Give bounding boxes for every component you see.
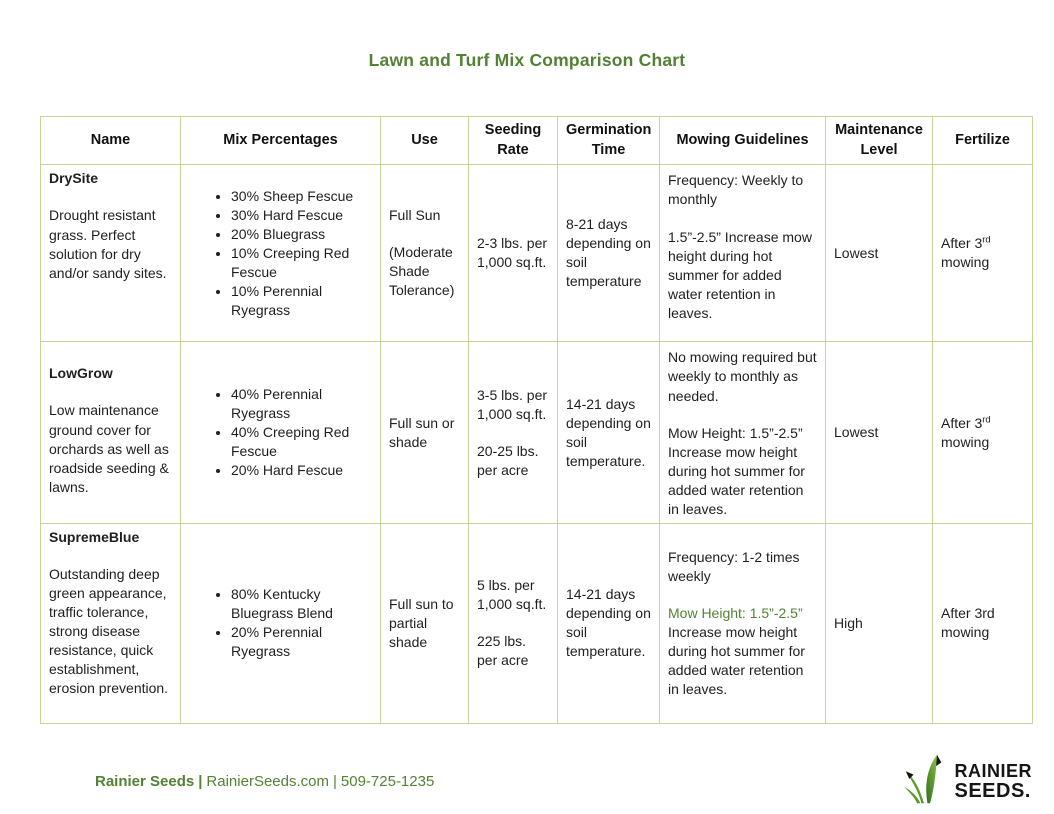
fertilize-text: After 3rd mowing	[941, 413, 991, 450]
cell-mix-percentages: 40% Perennial Ryegrass 40% Creeping Red …	[180, 341, 381, 524]
seeding-rate-text: 225 lbs. per acre	[477, 633, 529, 669]
rainier-seeds-logo: RAINIER SEEDS.	[898, 750, 1032, 813]
cell-maintenance-level: Lowest	[825, 164, 933, 343]
cell-seeding-rate: 5 lbs. per 1,000 sq.ft. 225 lbs. per acr…	[468, 522, 558, 724]
mowing-text: Mow Height: 1.5”-2.5” Increase mow heigh…	[668, 424, 805, 517]
cell-name: SupremeBlue Outstanding deep green appea…	[40, 522, 181, 724]
cell-mix-percentages: 30% Sheep Fescue 30% Hard Fescue 20% Blu…	[180, 164, 381, 343]
mix-list: 80% Kentucky Bluegrass Blend 20% Perenni…	[189, 585, 372, 661]
cell-mix-percentages: 80% Kentucky Bluegrass Blend 20% Perenni…	[180, 522, 381, 724]
ordinal-superscript: rd	[982, 413, 991, 425]
mowing-text: 1.5”-2.5” Increase mow height during hot…	[668, 228, 812, 321]
fertilize-text: After 3rd mowing	[941, 234, 991, 271]
product-name: SupremeBlue	[49, 528, 140, 545]
footer-separator: |	[332, 772, 337, 790]
col-header-seeding-rate: Seeding Rate	[468, 115, 558, 166]
cell-name: DrySite Drought resistant grass. Perfect…	[40, 164, 181, 343]
mix-item: 40% Creeping Red Fescue	[231, 423, 372, 461]
use-text: Full sun or shade	[389, 414, 455, 450]
seeding-rate-text: 5 lbs. per 1,000 sq.ft.	[477, 577, 547, 613]
use-text: (Moderate Shade Tolerance)	[389, 244, 455, 299]
cell-mowing-guidelines: No mowing required but weekly to monthly…	[659, 341, 826, 524]
table-header-row: Name Mix Percentages Use Seeding Rate Ge…	[40, 115, 1033, 166]
cell-use: Full Sun (Moderate Shade Tolerance)	[380, 164, 469, 343]
seeding-rate-text: 20-25 lbs. per acre	[477, 442, 539, 478]
maintenance-text: High	[834, 614, 863, 631]
table-row-lowgrow: LowGrow Low maintenance ground cover for…	[40, 341, 1033, 524]
maintenance-text: Lowest	[834, 424, 879, 441]
cell-mowing-guidelines: Frequency: 1-2 times weekly Mow Height: …	[659, 522, 826, 724]
cell-maintenance-level: High	[825, 522, 933, 724]
seeding-rate-text: 3-5 lbs. per 1,000 sq.ft.	[477, 386, 548, 422]
fertilize-text: After 3rd mowing	[941, 605, 995, 641]
mix-item: 40% Perennial Ryegrass	[231, 385, 372, 423]
mix-item: 30% Sheep Fescue	[231, 187, 372, 206]
product-name: LowGrow	[49, 365, 113, 382]
mow-height-highlight: Mow Height: 1.5”-2.5”	[668, 604, 803, 621]
footer-separator: |	[198, 772, 203, 790]
mowing-text: Mow Height: 1.5”-2.5” Increase mow heigh…	[668, 604, 805, 697]
footer-brand: Rainier Seeds	[95, 772, 195, 790]
footer-phone: 509-725-1235	[340, 772, 435, 790]
mix-item: 80% Kentucky Bluegrass Blend	[231, 585, 372, 623]
germination-text: 8-21 days depending on soil temperature	[566, 216, 651, 290]
cell-fertilize: After 3rd mowing	[932, 341, 1033, 524]
cell-maintenance-level: Lowest	[825, 341, 933, 524]
cell-fertilize: After 3rd mowing	[932, 164, 1033, 343]
mix-item: 30% Hard Fescue	[231, 206, 372, 225]
cell-mowing-guidelines: Frequency: Weekly to monthly 1.5”-2.5” I…	[659, 164, 826, 343]
cell-fertilize: After 3rd mowing	[932, 522, 1033, 724]
table-row-drysite: DrySite Drought resistant grass. Perfect…	[40, 164, 1033, 343]
mowing-text: No mowing required but weekly to monthly…	[668, 349, 817, 404]
mix-item: 20% Bluegrass	[231, 225, 372, 244]
product-description: Drought resistant grass. Perfect solutio…	[49, 207, 167, 281]
comparison-table: Name Mix Percentages Use Seeding Rate Ge…	[40, 115, 1033, 724]
product-description: Low maintenance ground cover for orchard…	[49, 402, 169, 495]
germination-text: 14-21 days depending on soil temperature…	[566, 586, 651, 660]
mix-item: 20% Perennial Ryegrass	[231, 623, 372, 661]
cell-seeding-rate: 2-3 lbs. per 1,000 sq.ft.	[468, 164, 558, 343]
table-row-supremeblue: SupremeBlue Outstanding deep green appea…	[40, 522, 1033, 724]
cell-germination-time: 8-21 days depending on soil temperature	[557, 164, 660, 343]
col-header-name: Name	[40, 115, 181, 166]
product-name: DrySite	[49, 170, 99, 187]
maintenance-text: Lowest	[834, 244, 879, 261]
col-header-mix-percentages: Mix Percentages	[180, 115, 381, 166]
footer-website: RainierSeeds.com	[206, 772, 329, 790]
page-footer: Rainier Seeds | RainierSeeds.com | 509-725-1…	[0, 750, 1054, 813]
cell-use: Full sun to partial shade	[380, 522, 469, 724]
product-description: Outstanding deep green appearance, traff…	[49, 565, 169, 696]
col-header-germination-time: Germination Time	[557, 115, 660, 166]
col-header-fertilize: Fertilize	[932, 115, 1033, 166]
cell-name: LowGrow Low maintenance ground cover for…	[40, 341, 181, 524]
use-text: Full sun to partial shade	[389, 595, 454, 650]
cell-germination-time: 14-21 days depending on soil temperature…	[557, 522, 660, 724]
use-text: Full Sun	[389, 207, 441, 224]
seeding-rate-text: 2-3 lbs. per 1,000 sq.ft.	[477, 235, 548, 271]
cell-use: Full sun or shade	[380, 341, 469, 524]
logo-text-rainier: RAINIER	[954, 760, 1032, 781]
ordinal-superscript: rd	[982, 234, 991, 246]
page-title: Lawn and Turf Mix Comparison Chart	[368, 50, 686, 70]
mowing-text: Frequency: 1-2 times weekly	[668, 548, 800, 584]
footer-contact-line: Rainier Seeds | RainierSeeds.com | 509-725-1…	[95, 773, 434, 790]
mix-list: 30% Sheep Fescue 30% Hard Fescue 20% Blu…	[189, 187, 372, 320]
col-header-mowing-guidelines: Mowing Guidelines	[659, 115, 826, 166]
col-header-maintenance-level: Maintenance Level	[825, 115, 933, 166]
mowing-text: Frequency: Weekly to monthly	[668, 172, 804, 208]
grass-leaf-icon	[898, 750, 950, 813]
logo-wordmark: RAINIER SEEDS.	[954, 762, 1032, 801]
mix-item: 10% Creeping Red Fescue	[231, 244, 372, 282]
logo-text-seeds: SEEDS.	[954, 779, 1031, 802]
col-header-use: Use	[380, 115, 469, 166]
mix-list: 40% Perennial Ryegrass 40% Creeping Red …	[189, 385, 372, 480]
cell-germination-time: 14-21 days depending on soil temperature…	[557, 341, 660, 524]
cell-seeding-rate: 3-5 lbs. per 1,000 sq.ft. 20-25 lbs. per…	[468, 341, 558, 524]
germination-text: 14-21 days depending on soil temperature…	[566, 395, 651, 469]
mix-item: 10% Perennial Ryegrass	[231, 282, 372, 320]
mix-item: 20% Hard Fescue	[231, 461, 372, 480]
